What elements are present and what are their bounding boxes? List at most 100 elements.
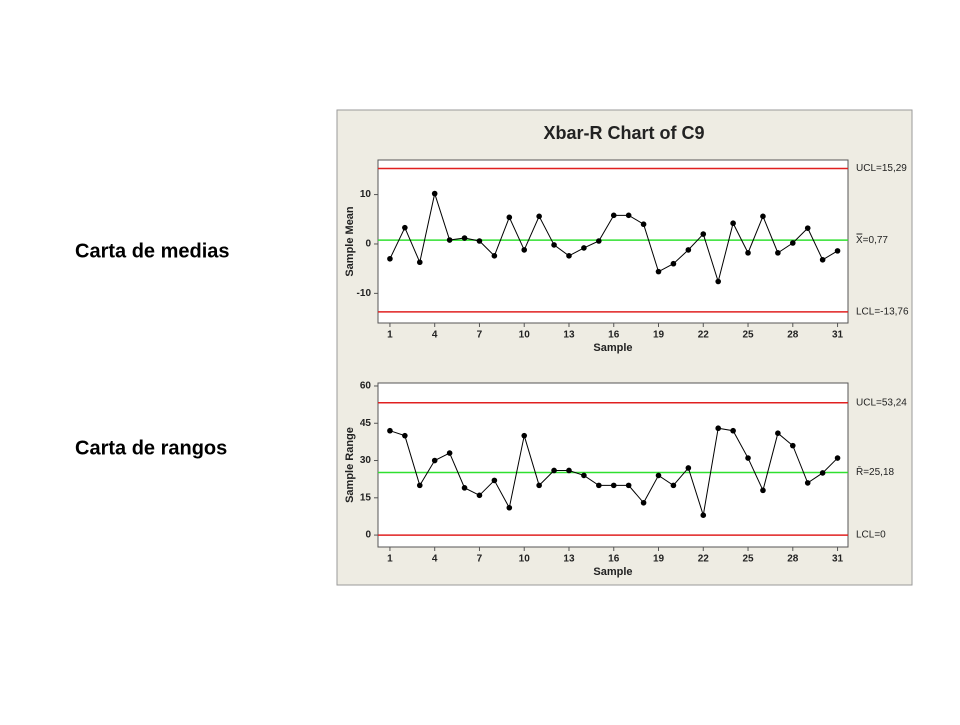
data-point [640,499,647,506]
data-point [536,482,542,489]
x-tick-label: 10 [519,554,531,565]
x-tick-label: 1 [387,330,393,341]
data-point [655,268,662,275]
data-point [789,442,796,449]
control-line-label: R̄=25,18 [856,466,895,479]
x-tick-label: 28 [787,554,799,565]
data-point [700,231,707,237]
data-point [625,482,632,489]
x-tick-label: 4 [432,330,438,341]
data-point [760,487,766,494]
data-point [476,238,483,244]
data-point [506,214,513,221]
x-tick-label: 13 [563,330,575,341]
data-point [581,472,587,479]
data-point [581,245,587,251]
data-point [446,237,453,243]
data-point [685,465,692,471]
data-point [670,260,677,267]
data-point [655,472,662,479]
x-tick-label: 19 [653,554,665,565]
data-point [670,482,677,489]
x-tick-label: 7 [477,554,483,565]
data-point [745,250,751,256]
data-point [819,470,826,476]
data-point [551,467,557,474]
data-point [804,225,811,231]
x-tick-label: 7 [477,330,483,341]
data-point [387,427,393,434]
chart-title: Xbar-R Chart of C9 [543,123,704,143]
control-line-label: UCL=53,24 [856,397,907,408]
x-tick-label: 1 [387,554,393,565]
control-line-label: X̿=0,77 [856,233,888,246]
data-point [596,482,602,489]
data-point [775,430,781,436]
data-point [715,425,721,432]
data-point [491,477,498,484]
data-point [610,482,617,489]
y-tick-label: 0 [365,530,371,541]
slide-label: Carta de rangos [75,437,227,459]
data-point [402,432,408,439]
y-axis-label: Sample Range [344,427,356,503]
y-tick-label: 45 [360,418,372,429]
x-axis-label: Sample [593,566,632,578]
x-tick-label: 4 [432,554,438,565]
data-point [804,480,811,486]
x-tick-label: 16 [608,554,620,565]
data-point [476,492,483,499]
slide-label: Carta de medias [75,240,230,262]
data-point [745,455,751,461]
x-tick-label: 28 [787,330,799,341]
x-tick-label: 22 [698,330,710,341]
data-point [819,256,826,263]
x-tick-label: 25 [742,330,754,341]
data-point [431,190,438,197]
y-tick-label: -10 [357,288,372,299]
data-point [521,432,528,439]
x-tick-label: 16 [608,330,620,341]
data-point [834,455,841,461]
x-tick-label: 13 [563,554,575,565]
data-point [640,221,647,228]
data-point [416,259,423,266]
data-point [536,213,542,220]
x-tick-label: 19 [653,330,665,341]
x-tick-label: 10 [519,330,531,341]
x-axis-label: Sample [593,342,632,354]
data-point [610,212,617,219]
data-point [730,427,736,434]
y-axis-label: Sample Mean [344,206,356,277]
data-point [760,213,766,220]
data-point [491,253,498,259]
data-point [566,467,572,474]
data-point [506,504,513,511]
data-point [789,240,796,246]
data-point [416,482,423,489]
data-point [431,457,438,464]
data-point [446,450,453,456]
data-point [685,247,692,253]
data-point [730,220,736,227]
control-line-label: LCL=-13,76 [856,307,909,318]
data-point [596,238,602,244]
y-tick-label: 0 [365,239,371,250]
control-line-label: UCL=15,29 [856,163,907,174]
x-tick-label: 31 [832,330,844,341]
control-line-label: LCL=0 [856,530,886,541]
data-point [521,247,528,253]
data-point [461,485,468,491]
y-tick-label: 30 [360,455,372,466]
data-point [402,224,408,231]
y-tick-label: 15 [360,492,372,503]
x-tick-label: 22 [698,554,710,565]
data-point [700,512,707,518]
data-point [625,212,632,219]
y-tick-label: 10 [360,189,372,200]
x-tick-label: 25 [742,554,754,565]
data-point [834,248,841,254]
data-point [387,255,393,262]
data-point [461,235,468,241]
plot-area [377,382,849,548]
